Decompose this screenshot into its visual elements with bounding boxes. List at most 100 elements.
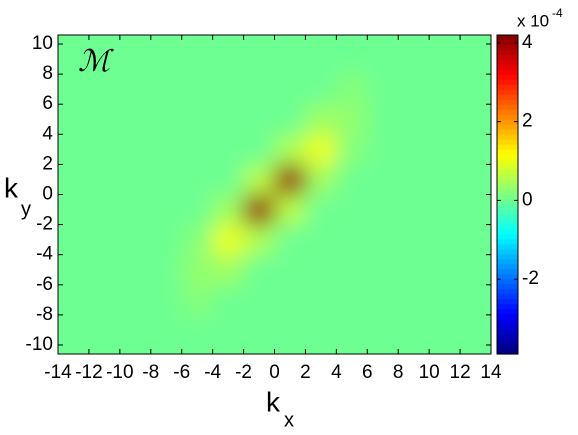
x-tick-label: 4 [331,362,342,383]
heat-cell [398,224,430,256]
colorbar-swatch [497,119,518,126]
colorbar-swatch [497,329,518,335]
heat-cell [119,224,152,256]
colorbar-swatch [497,234,518,240]
heat-cell [274,284,306,316]
heat-cell [336,224,368,256]
heat-cell [150,224,183,256]
heat-cell [398,254,430,286]
colorbar-swatch [497,289,518,295]
heat-cell [150,194,183,226]
heat-cell [274,35,306,75]
heat-cell [305,134,337,165]
y-tick-label: 6 [42,93,53,114]
x-tick-label: 10 [419,362,440,383]
heat-cell [429,284,461,316]
colorbar-swatch [497,159,518,166]
heat-cell [460,194,491,226]
colorbar-swatch [497,194,518,201]
heat-cell [305,224,337,256]
heat-cell [429,74,461,105]
heat-cell [429,194,461,226]
colorbar-swatch [497,39,518,46]
colorbar-swatch [497,269,518,275]
colorbar: -2 0 2 4 [496,32,539,355]
heat-cell [367,35,399,75]
heat-cell [150,284,183,316]
y-tick-label: -8 [36,304,53,325]
heat-cell [150,35,183,75]
heat-cell [119,134,152,165]
heat-cell [460,314,491,354]
heat-cell [274,224,306,256]
heat-cell [460,164,491,195]
heat-cell [58,314,90,354]
x-tick-label: -4 [204,362,221,383]
colorbar-swatch [497,209,518,216]
colorbar-swatch [497,84,518,91]
colorbar-swatch [497,179,518,186]
x-tick-label: -14 [44,362,72,383]
heat-cell [88,254,121,286]
y-axis-label-sub: y [21,198,31,220]
heat-cell [243,224,275,256]
colorbar-swatch [497,129,518,136]
heat-cell [150,134,183,165]
colorbar-swatch [497,204,518,211]
heat-cell [274,74,306,105]
heat-cell [460,254,491,286]
heat-cell [212,35,245,75]
x-tick-label: -8 [142,362,159,383]
y-tick-label: -10 [26,334,53,355]
heat-cell [243,104,275,135]
colorbar-swatch [497,244,518,250]
heat-cell [367,284,399,316]
colorbar-swatch [497,114,518,121]
heat-cell [212,254,245,286]
colorbar-swatch [497,319,518,325]
heat-cell [367,74,399,105]
heat-cell [336,35,368,75]
heat-cell [212,284,245,316]
axes: -14 -12 -10 -8 -6 -4 -2 0 2 4 6 8 10 12 14-10-8-6-4-20… [26,33,502,383]
heat-cell [119,104,152,135]
heat-cell [181,254,214,286]
heat-cell [336,74,368,105]
y-tick-label: 10 [32,33,53,54]
y-tick-label: 4 [42,123,53,144]
heat-cell [212,314,245,354]
heat-cell [58,104,90,135]
heat-cell [150,74,183,105]
heat-cell [181,104,214,135]
heat-cell [88,104,121,135]
heat-cell [274,254,306,286]
heat-cell [367,134,399,165]
y-tick-label: 8 [42,63,53,84]
colorbar-swatch [497,309,518,315]
heat-cell [243,284,275,316]
heat-cell [398,74,430,105]
colorbar-swatch [497,259,518,265]
heat-cell [429,104,461,135]
heat-cell [212,194,245,226]
heat-cell [243,134,275,165]
heat-cell [398,314,430,354]
colorbar-swatch [497,264,518,270]
heat-cell [336,134,368,165]
colorbar-swatch [497,49,518,56]
heat-cell [181,314,214,354]
heat-cell [119,35,152,75]
x-tick-label: -6 [173,362,190,383]
heat-cell [88,224,121,256]
heat-cell [305,254,337,286]
heat-cell [88,134,121,165]
colorbar-swatch [497,219,518,226]
heat-cell [119,254,152,286]
heat-cell [274,314,306,354]
colorbar-swatch [497,99,518,106]
heat-cell [336,254,368,286]
heat-cell [58,284,90,316]
heat-cell [305,104,337,135]
colorbar-swatch [497,174,518,181]
heat-cell [398,35,430,75]
